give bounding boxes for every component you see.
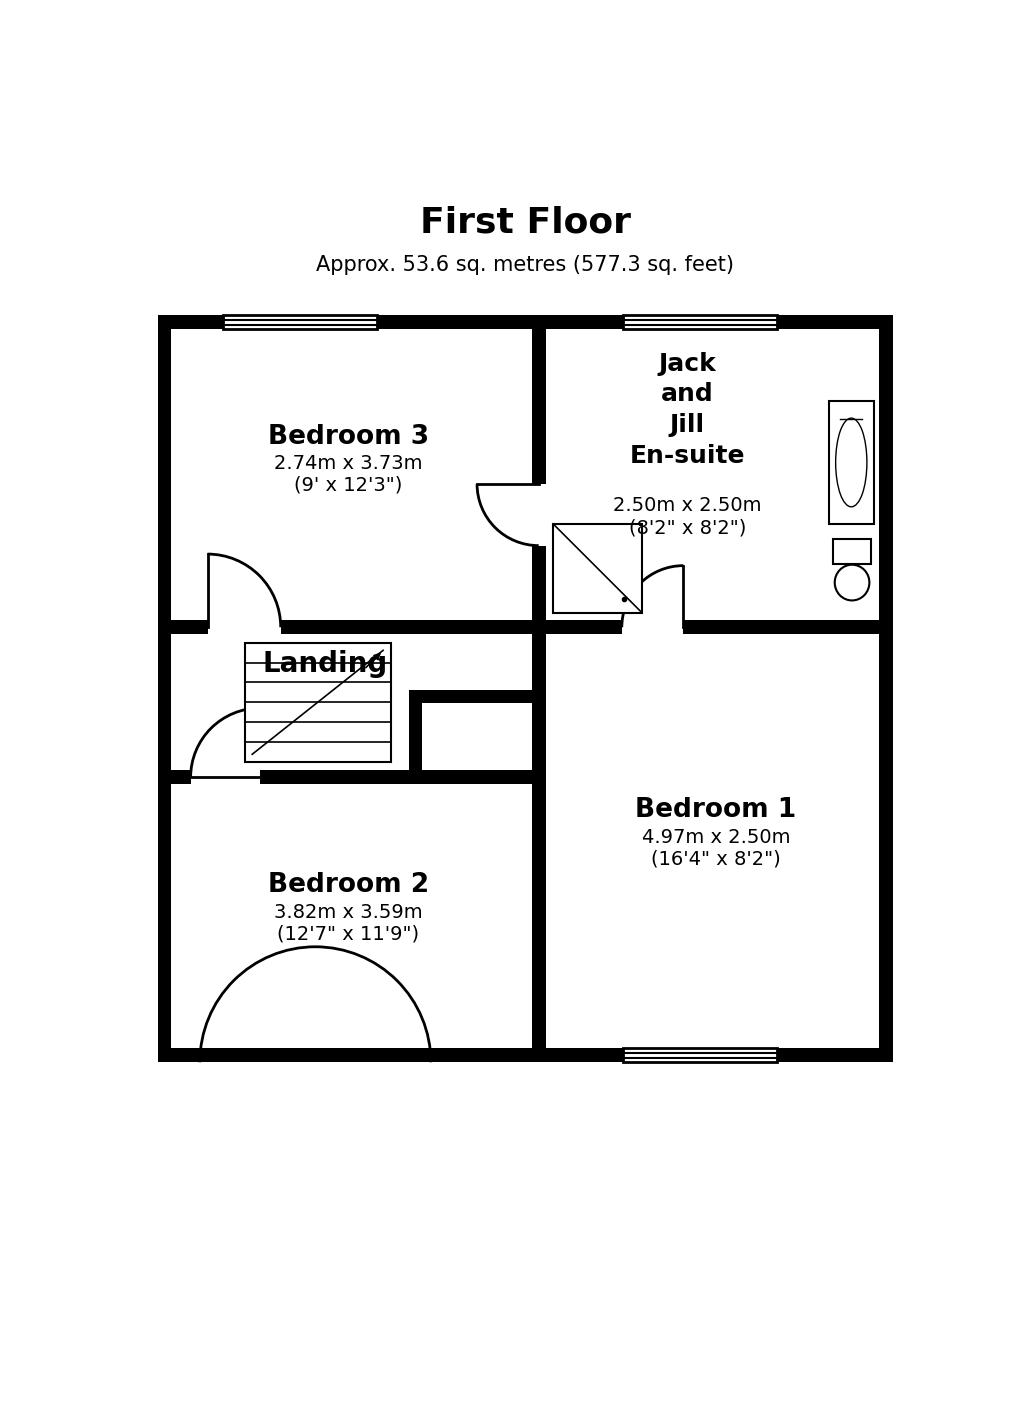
Text: Bedroom 1: Bedroom 1	[635, 797, 797, 823]
Bar	[833, 540, 871, 564]
Bar	[530, 485, 547, 545]
Bar	[531, 316, 546, 1062]
Text: (8'2" x 8'2"): (8'2" x 8'2")	[629, 519, 746, 537]
Bar	[158, 1048, 893, 1062]
Ellipse shape	[835, 565, 869, 600]
Bar	[158, 620, 893, 634]
Bar	[158, 316, 171, 1062]
Text: 3.82m x 3.59m: 3.82m x 3.59m	[273, 903, 422, 921]
Text: 4.97m x 2.50m: 4.97m x 2.50m	[641, 827, 790, 847]
Bar	[409, 689, 422, 785]
Text: (12'7" x 11'9"): (12'7" x 11'9")	[278, 924, 419, 943]
Bar	[624, 1048, 777, 1062]
Bar	[416, 689, 546, 703]
Bar	[158, 316, 893, 330]
Text: 2.74m x 3.73m: 2.74m x 3.73m	[273, 454, 422, 473]
Bar	[223, 316, 377, 330]
Text: Bedroom 3: Bedroom 3	[267, 424, 429, 449]
Bar	[245, 643, 391, 762]
Text: (16'4" x 8'2"): (16'4" x 8'2")	[651, 850, 780, 868]
Bar	[223, 316, 377, 330]
Bar	[829, 400, 873, 524]
Ellipse shape	[836, 418, 867, 507]
Bar	[624, 316, 777, 330]
Text: First Floor: First Floor	[420, 206, 631, 240]
Bar	[171, 330, 879, 1048]
Bar	[158, 771, 546, 785]
Bar	[245, 643, 391, 762]
Bar	[624, 1048, 777, 1062]
Bar	[190, 769, 260, 786]
Bar	[624, 316, 777, 330]
Text: (9' x 12'3"): (9' x 12'3")	[294, 476, 402, 495]
Text: Bedroom 2: Bedroom 2	[267, 872, 429, 898]
Bar	[208, 619, 281, 635]
Text: Approx. 53.6 sq. metres (577.3 sq. feet): Approx. 53.6 sq. metres (577.3 sq. feet)	[316, 255, 734, 275]
Bar	[879, 316, 893, 1062]
Text: Landing: Landing	[262, 650, 388, 678]
Text: 2.50m x 2.50m: 2.50m x 2.50m	[613, 496, 762, 516]
Bar	[622, 619, 683, 635]
Text: Jack
and
Jill
En-suite: Jack and Jill En-suite	[630, 352, 745, 468]
Bar	[553, 524, 642, 613]
